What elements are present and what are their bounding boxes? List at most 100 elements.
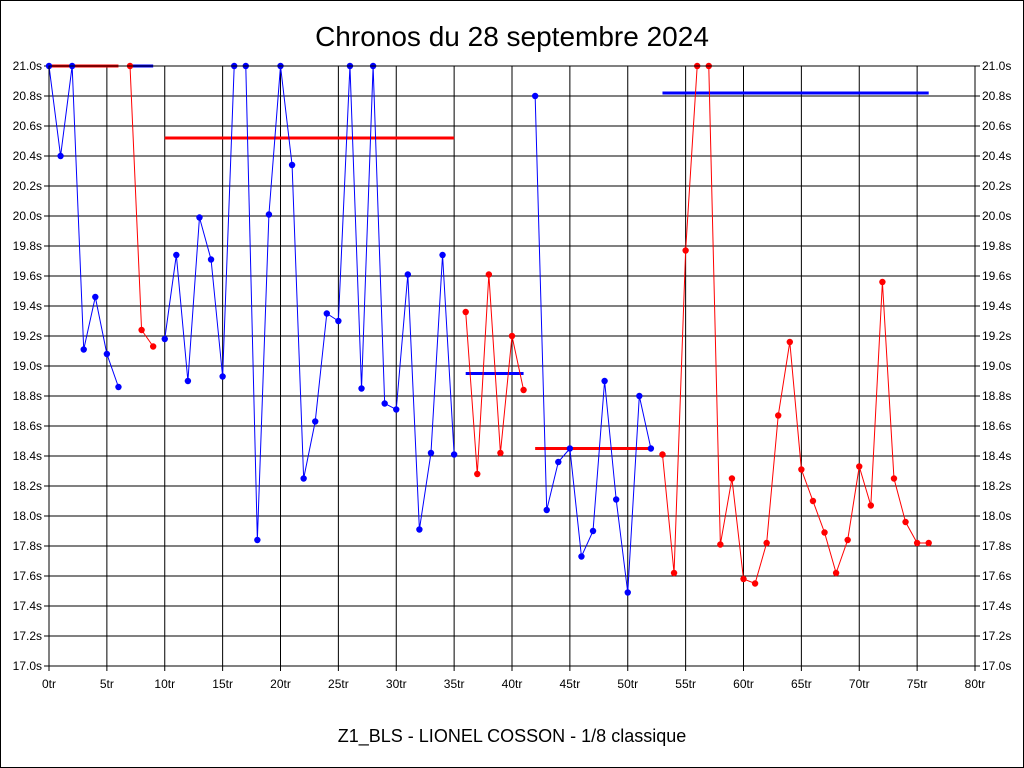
data-point — [57, 152, 64, 160]
data-point — [589, 527, 597, 535]
y-tick-label-left: 19.8s — [13, 239, 42, 253]
y-tick-label-right: 20.4s — [982, 149, 1011, 163]
y-tick-label-left: 20.0s — [13, 209, 42, 223]
data-point — [416, 526, 423, 533]
y-tick-label-right: 19.6s — [982, 269, 1011, 283]
y-tick-label-right: 18.8s — [982, 389, 1011, 403]
y-tick-label-left: 17.6s — [13, 569, 42, 583]
y-tick-label-right: 19.2s — [982, 329, 1011, 343]
data-point — [508, 332, 516, 340]
data-point — [740, 575, 747, 583]
data-point — [763, 539, 770, 547]
data-point — [913, 539, 921, 547]
chart-subtitle: Z1_BLS - LIONEL COSSON - 1/8 classique — [338, 726, 686, 747]
data-point — [207, 256, 215, 263]
y-tick-label-right: 17.0s — [982, 659, 1011, 673]
data-point — [323, 310, 330, 317]
data-point — [312, 418, 319, 425]
data-point — [798, 466, 805, 473]
y-tick-label-left: 18.2s — [13, 479, 42, 493]
x-tick-label: 55tr — [675, 677, 696, 691]
data-point — [196, 214, 203, 221]
y-tick-label-left: 21.0s — [13, 59, 42, 73]
data-point — [578, 553, 585, 560]
x-tick-label: 45tr — [560, 677, 581, 691]
data-point — [393, 406, 400, 413]
data-point — [867, 502, 875, 509]
y-tick-label-left: 20.6s — [13, 119, 42, 133]
data-point — [856, 463, 863, 470]
series-line — [534, 95, 652, 593]
x-tick-label: 0tr — [42, 677, 56, 691]
grid — [44, 65, 980, 671]
data-point — [728, 475, 736, 482]
data-point — [219, 373, 226, 380]
x-tick-label: 15tr — [212, 677, 233, 691]
data-point — [427, 449, 435, 457]
x-tick-label: 65tr — [791, 677, 812, 691]
data-point — [902, 518, 909, 526]
y-tick-label-left: 19.6s — [13, 269, 42, 283]
data-point — [474, 470, 481, 478]
data-point — [531, 92, 539, 100]
y-tick-label-left: 20.8s — [13, 89, 42, 103]
data-point — [404, 271, 412, 278]
x-tick-label: 35tr — [444, 677, 465, 691]
data-point — [670, 569, 678, 577]
y-tick-label-left: 20.2s — [13, 179, 42, 193]
x-tick-label: 80tr — [965, 677, 986, 691]
data-point — [624, 589, 631, 596]
data-point — [636, 392, 643, 400]
data-point — [879, 278, 886, 286]
y-tick-label-left: 20.4s — [13, 149, 42, 163]
data-point — [462, 308, 469, 316]
x-tick-label: 40tr — [502, 677, 523, 691]
data-point — [335, 317, 342, 325]
y-tick-label-left: 19.4s — [13, 299, 42, 313]
y-tick-label-right: 20.6s — [982, 119, 1011, 133]
y-tick-label-right: 19.0s — [982, 359, 1011, 373]
data-point — [497, 449, 504, 457]
data-point — [832, 569, 840, 577]
data-point — [265, 211, 273, 218]
data-point — [612, 496, 620, 503]
y-tick-label-right: 17.4s — [982, 599, 1011, 613]
data-point — [543, 506, 550, 514]
data-point — [149, 343, 157, 350]
series-line — [164, 65, 455, 541]
x-tick-label: 20tr — [270, 677, 291, 691]
x-tick-label: 70tr — [849, 677, 870, 691]
data-point — [601, 377, 608, 385]
data-point — [92, 293, 99, 301]
data-point — [647, 445, 655, 452]
data-point — [821, 529, 828, 536]
x-tick-label: 5tr — [100, 677, 114, 691]
y-tick-label-left: 19.0s — [13, 359, 42, 373]
y-tick-label-right: 18.0s — [982, 509, 1011, 523]
axis-ticks: 21.0s 21.0s 20.8s 20.8s 20.6s 20.6s 20.4s 20.4s… — [13, 59, 1012, 691]
y-tick-label-right: 20.8s — [982, 89, 1011, 103]
x-tick-label: 10tr — [154, 677, 175, 691]
y-tick-label-right: 18.6s — [982, 419, 1011, 433]
y-tick-label-right: 18.4s — [982, 449, 1011, 463]
data-point — [288, 161, 296, 169]
data-point — [717, 541, 724, 548]
y-tick-label-right: 20.2s — [982, 179, 1011, 193]
data-point — [775, 412, 782, 419]
series-lines — [45, 62, 932, 596]
average-lines — [49, 64, 929, 450]
series-line — [465, 274, 525, 475]
data-point — [173, 251, 180, 259]
y-tick-label-left: 18.4s — [13, 449, 42, 463]
data-point — [80, 346, 87, 353]
x-tick-label: 30tr — [386, 677, 407, 691]
data-point — [555, 458, 562, 466]
data-point — [809, 497, 817, 505]
data-point — [358, 385, 365, 392]
y-tick-label-left: 18.0s — [13, 509, 42, 523]
y-tick-label-left: 17.0s — [13, 659, 42, 673]
data-point — [890, 475, 898, 482]
x-tick-label: 50tr — [617, 677, 638, 691]
data-point — [300, 475, 307, 482]
